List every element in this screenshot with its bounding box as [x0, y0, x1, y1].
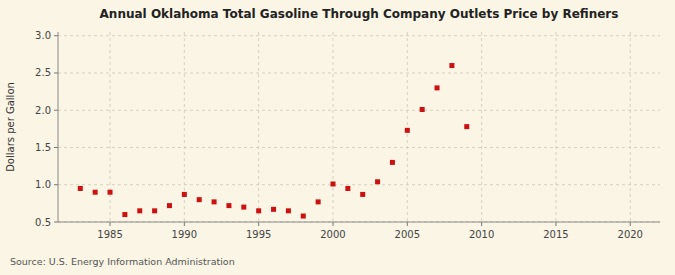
point: [286, 208, 291, 213]
grid: [58, 32, 660, 222]
tick-label: 2.5: [35, 67, 51, 78]
tick-label: 2015: [543, 229, 568, 240]
x-axis-line: [58, 222, 660, 223]
tick-label: 2010: [469, 229, 494, 240]
point: [93, 190, 98, 195]
tick: [54, 184, 58, 185]
tick-label: 1995: [246, 229, 271, 240]
grid-line: [630, 32, 631, 222]
tick: [630, 222, 631, 226]
point: [375, 179, 380, 184]
point: [345, 186, 350, 191]
title: Annual Oklahoma Total Gasoline Through C…: [100, 7, 619, 21]
page: {"chart_data": {"type": "scatter", "titl…: [0, 0, 675, 275]
axes: 0.5 1.0 1.5 2.0 2.5 3.0 1985 1990 1995 2000 2005 20…: [35, 30, 660, 240]
y-axis-label: Dollars per Gallon: [5, 82, 16, 172]
points: [78, 63, 469, 219]
point: [182, 192, 187, 197]
tick-label: 0.5: [35, 217, 51, 228]
point: [137, 208, 142, 213]
tick: [110, 222, 111, 226]
point: [360, 192, 365, 197]
annotation: Source: U.S. Energy Information Administ…: [10, 256, 235, 267]
tick-label: 1985: [97, 229, 122, 240]
tick-label: 1.5: [35, 142, 51, 153]
point: [316, 199, 321, 204]
tick-label: 1.0: [35, 179, 51, 190]
point: [435, 85, 440, 90]
tick: [555, 222, 556, 226]
point: [256, 208, 261, 213]
tick: [258, 222, 259, 226]
grid-line: [258, 32, 259, 222]
grid-line: [555, 32, 556, 222]
grid-line: [332, 32, 333, 222]
tick: [332, 222, 333, 226]
grid-line: [58, 72, 660, 73]
tick-label: 3.0: [35, 30, 51, 41]
tick-label: 2005: [395, 229, 420, 240]
grid-line: [58, 35, 660, 36]
tick: [184, 222, 185, 226]
tick: [54, 110, 58, 111]
point: [271, 207, 276, 212]
grid-line: [58, 110, 660, 111]
tick-label: 2000: [320, 229, 345, 240]
grid-line: [58, 147, 660, 148]
tick: [407, 222, 408, 226]
point: [390, 160, 395, 165]
grid-line: [58, 222, 660, 223]
point: [78, 186, 83, 191]
point: [405, 128, 410, 133]
grid-line: [58, 184, 660, 185]
point: [122, 212, 127, 217]
point: [241, 205, 246, 210]
point: [152, 208, 157, 213]
point: [197, 197, 202, 202]
grid-line: [481, 32, 482, 222]
point: [464, 124, 469, 129]
point: [420, 107, 425, 112]
point: [167, 203, 172, 208]
tick: [54, 222, 58, 223]
tick-label: 2020: [618, 229, 643, 240]
tick: [54, 147, 58, 148]
point: [212, 199, 217, 204]
point: [301, 214, 306, 219]
chart: 0.5 1.0 1.5 2.0 2.5 3.0 1985 1990 1995 2000 2005 20…: [0, 0, 675, 275]
tick: [54, 72, 58, 73]
tick-label: 2.0: [35, 105, 51, 116]
point: [330, 182, 335, 187]
point: [108, 190, 113, 195]
tick: [481, 222, 482, 226]
point: [449, 63, 454, 68]
point: [226, 203, 231, 208]
y-axis-line: [58, 32, 59, 222]
tick-label: 1990: [172, 229, 197, 240]
tick: [54, 35, 58, 36]
grid-line: [407, 32, 408, 222]
